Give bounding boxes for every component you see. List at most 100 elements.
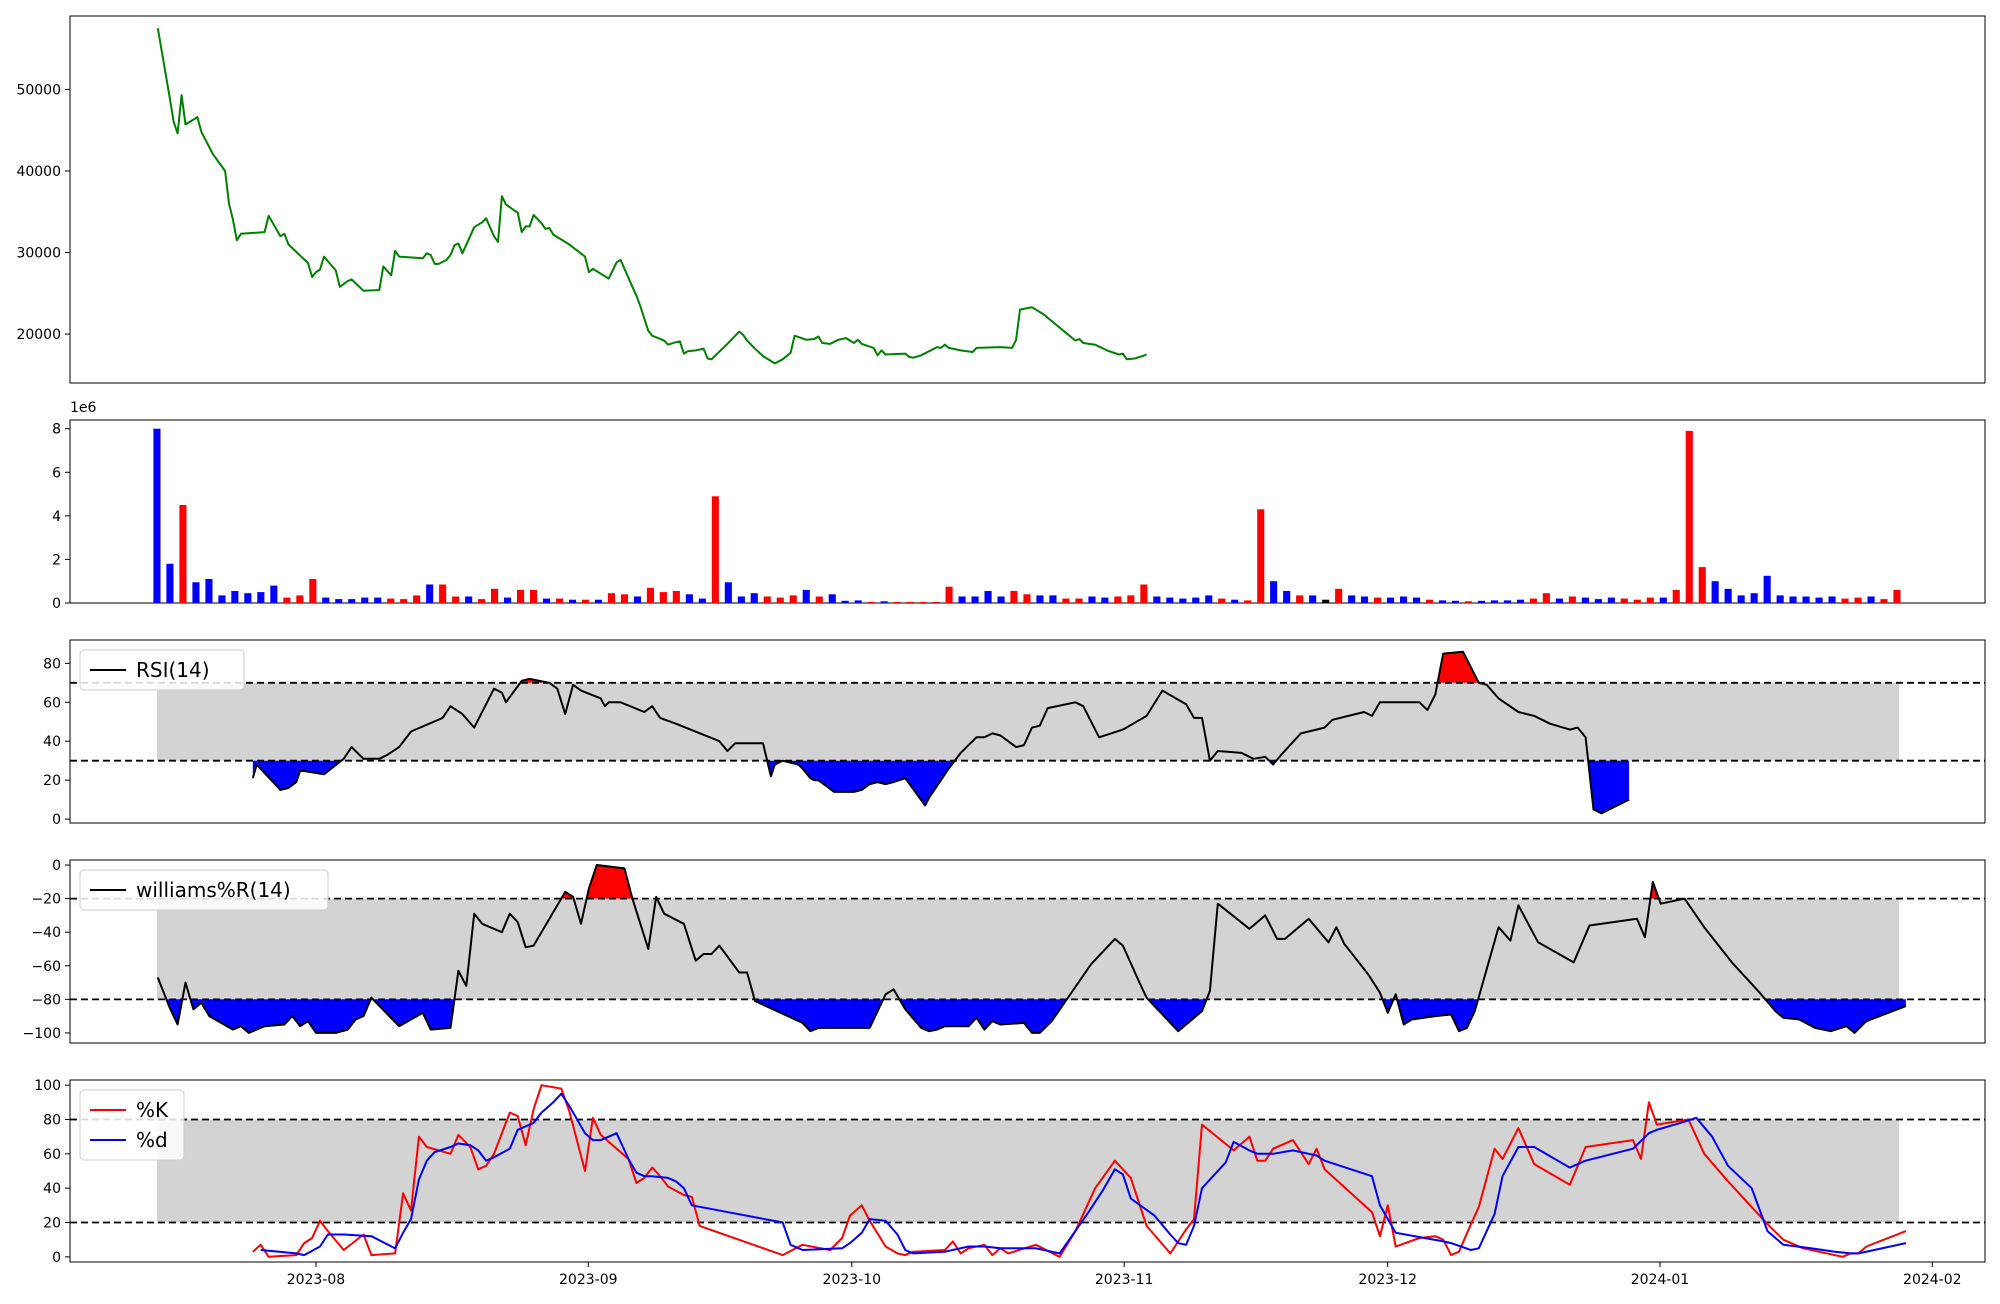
x-tick-label: 2023-10 xyxy=(823,1272,882,1288)
volume-bar xyxy=(1451,600,1459,603)
volume-bar xyxy=(750,593,758,603)
volume-bar xyxy=(1724,588,1732,603)
volume-bar xyxy=(1750,593,1758,603)
volume-bar xyxy=(880,601,888,603)
rsi-ytick-label: 60 xyxy=(43,695,61,711)
volume-bar xyxy=(231,591,239,603)
price-ytick-label: 50000 xyxy=(16,82,61,98)
volume-bar xyxy=(1036,595,1044,603)
volume-bar xyxy=(1439,600,1447,603)
volume-bar xyxy=(1257,509,1265,603)
williams-ytick-label: −80 xyxy=(31,992,61,1008)
volume-bar xyxy=(581,599,589,603)
volume-bar xyxy=(1841,598,1849,603)
stochastic-legend-box xyxy=(79,1089,185,1161)
rsi-ytick-label: 80 xyxy=(43,656,61,672)
volume-bar xyxy=(1477,600,1485,603)
volume-bar xyxy=(1685,430,1693,603)
volume-bar xyxy=(1555,598,1563,603)
williams-axes-frame xyxy=(69,859,1986,1044)
volume-bar xyxy=(1283,591,1291,603)
volume-bar xyxy=(517,589,525,603)
volume-bar xyxy=(984,591,992,603)
volume-bar xyxy=(1802,596,1810,603)
volume-bar xyxy=(1179,598,1187,603)
volume-ytick-label: 6 xyxy=(52,465,61,481)
x-tick-label: 2023-11 xyxy=(1095,1272,1154,1288)
volume-bar xyxy=(400,599,408,603)
rsi-oversold-fill xyxy=(767,760,783,777)
volume-bar xyxy=(1698,567,1706,603)
volume-bar xyxy=(958,596,966,603)
volume-bar xyxy=(1880,599,1888,603)
volume-bar xyxy=(1335,588,1343,603)
volume-axes-frame xyxy=(69,419,1986,604)
volume-bar xyxy=(997,596,1005,603)
volume-bar xyxy=(1361,596,1369,603)
volume-bar xyxy=(1607,597,1615,603)
volume-bar xyxy=(218,595,226,603)
volume-bar xyxy=(672,591,680,603)
volume-bar xyxy=(1205,595,1213,603)
volume-bar xyxy=(698,598,706,603)
volume-bar xyxy=(594,599,602,603)
volume-bar xyxy=(802,589,810,603)
volume-bar xyxy=(1620,598,1628,603)
volume-bar xyxy=(1062,598,1070,603)
volume-bar xyxy=(815,596,823,603)
volume-bar xyxy=(1348,595,1356,603)
volume-bar xyxy=(387,598,395,603)
stochastic-ytick-label: 60 xyxy=(43,1147,61,1163)
volume-bar xyxy=(607,593,615,603)
volume-bar xyxy=(659,592,667,603)
volume-bar xyxy=(1854,597,1862,603)
volume-bar xyxy=(932,601,940,603)
volume-bar xyxy=(1763,575,1771,603)
stochastic-ytick-label: 100 xyxy=(34,1078,61,1094)
rsi-oversold-fill xyxy=(1588,760,1630,814)
volume-offset-label: 1e6 xyxy=(70,400,97,416)
williams-legend-label: williams%R(14) xyxy=(136,878,291,902)
volume-bar xyxy=(1737,595,1745,603)
volume-bar xyxy=(1594,599,1602,603)
volume-bar xyxy=(192,582,200,603)
volume-bar xyxy=(919,601,927,603)
volume-bar xyxy=(439,584,447,603)
volume-bar xyxy=(776,597,784,603)
volume-ytick-label: 8 xyxy=(52,422,61,438)
volume-bar xyxy=(504,597,512,603)
volume-ytick-label: 0 xyxy=(52,596,61,612)
volume-bar xyxy=(893,601,901,603)
rsi-oversold-fill xyxy=(782,760,955,806)
williams-line xyxy=(156,864,1907,1034)
volume-bar xyxy=(1244,600,1252,603)
volume-bar xyxy=(1413,597,1421,603)
williams-oversold-fill xyxy=(1148,999,1207,1032)
volume-bar xyxy=(1153,596,1161,603)
stochastic-ytick-label: 80 xyxy=(43,1112,61,1128)
volume-bar xyxy=(166,563,174,603)
volume-bar xyxy=(1296,595,1304,603)
volume-bar xyxy=(724,582,732,603)
volume-bar xyxy=(1828,596,1836,603)
x-tick-label: 2024-02 xyxy=(1903,1272,1962,1288)
volume-bar xyxy=(205,579,213,603)
volume-bar xyxy=(1776,595,1784,603)
volume-bar xyxy=(1218,598,1226,603)
volume-bar xyxy=(1633,599,1641,603)
williams-oversold-fill xyxy=(190,999,371,1033)
williams-overbought-fill xyxy=(586,865,633,899)
rsi-line xyxy=(251,650,1630,815)
williams-ytick-label: −60 xyxy=(31,959,61,975)
volume-bar xyxy=(1010,591,1018,603)
williams-legend-box xyxy=(79,869,329,911)
volume-bar xyxy=(1542,593,1550,603)
price-axes-frame xyxy=(69,15,1986,384)
volume-bar xyxy=(1426,599,1434,603)
rsi-axes-frame xyxy=(69,639,1986,824)
volume-bar xyxy=(1581,597,1589,603)
volume-bar xyxy=(1867,596,1875,603)
rsi-overbought-fill xyxy=(1437,651,1479,683)
price-ytick-label: 20000 xyxy=(16,327,61,343)
